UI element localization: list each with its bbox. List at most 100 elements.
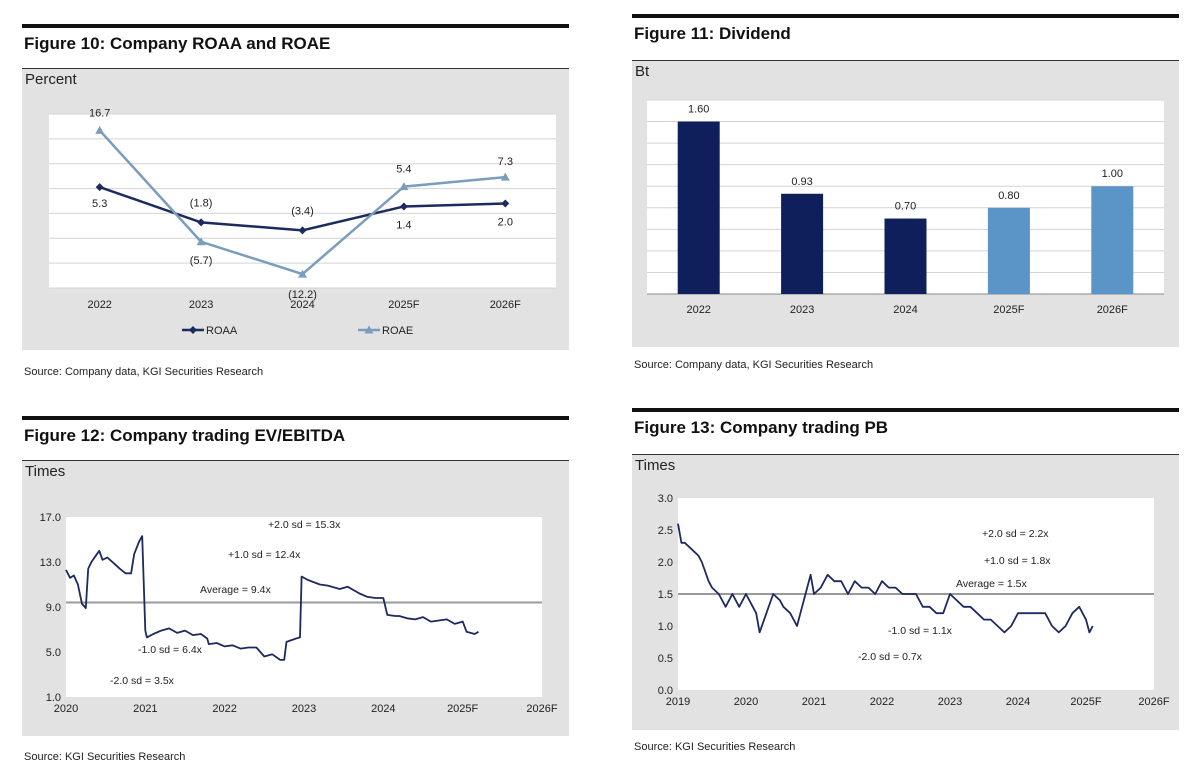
legend-marker (364, 325, 374, 334)
data-label: (5.7) (190, 255, 213, 267)
x-tick-label: 2025F (1070, 696, 1101, 708)
figure-13-chart-area: Times 3.0 2.5 2.0 1.5 1.0 0.5 0.0 2019 2020 2021 2… (632, 454, 1179, 730)
bar-value-label: 1.60 (688, 104, 709, 116)
figure-11-rule (632, 60, 1179, 61)
figure-12-rule (22, 460, 569, 461)
bar-value-label: 0.93 (791, 176, 812, 188)
x-tick-label: 2025F (993, 304, 1024, 316)
legend-label: ROAE (382, 325, 413, 337)
y-tick-label: 3.0 (658, 493, 673, 505)
x-tick-label: 2024 (1006, 696, 1030, 708)
legend-label: ROAA (206, 325, 238, 337)
y-tick-label: 0.0 (658, 685, 673, 697)
figure-13-top-rule (632, 408, 1179, 412)
sd-annotation: Average = 1.5x (956, 578, 1027, 590)
sd-annotation: -2.0 sd = 0.7x (858, 651, 923, 663)
data-point (298, 269, 307, 278)
x-tick-label: 2026F (1097, 304, 1128, 316)
sd-annotation: -1.0 sd = 6.4x (138, 644, 203, 656)
x-tick-label: 2019 (666, 696, 690, 708)
x-tick-label: 2024 (290, 299, 314, 311)
y-tick-label: 5.0 (46, 647, 61, 659)
legend-marker (189, 326, 197, 334)
y-tick-label: 13.0 (40, 557, 61, 569)
figure-11-unit-label: Bt (635, 63, 650, 80)
x-tick-label: 2023 (292, 703, 316, 715)
data-label: (3.4) (291, 205, 314, 217)
sd-annotation: +2.0 sd = 2.2x (982, 528, 1049, 540)
x-tick-label: 2024 (893, 304, 917, 316)
figure-10-unit-label: Percent (25, 71, 77, 88)
figure-11-source: Source: Company data, KGI Securities Res… (634, 359, 874, 371)
y-tick-label: 1.0 (46, 692, 61, 704)
bar (1091, 186, 1134, 294)
figure-11-chart-area: Bt 1.60 2022 0.93 2023 0.70 2024 0.80 2025F 1.00… (632, 60, 1179, 347)
figure-13-source: Source: KGI Securities Research (634, 741, 796, 753)
data-label: 5.3 (92, 198, 107, 210)
x-tick-label: 2025F (447, 703, 478, 715)
figure-13-title: Figure 13: Company trading PB (634, 418, 889, 437)
bar-value-label: 1.00 (1102, 168, 1123, 180)
x-tick-label: 2022 (686, 304, 710, 316)
data-label: (1.8) (190, 197, 213, 209)
data-point (399, 182, 409, 191)
y-tick-label: 2.0 (658, 557, 673, 569)
data-label: 1.4 (396, 219, 411, 231)
figure-12-panel: Figure 12: Company trading EV/EBITDA Tim… (22, 416, 569, 776)
sd-annotation: -1.0 sd = 1.1x (888, 625, 953, 637)
y-tick-label: 17.0 (40, 512, 61, 524)
x-tick-label: 2023 (189, 299, 213, 311)
x-tick-label: 2022 (212, 703, 236, 715)
figure-10-top-rule (22, 24, 569, 28)
data-label: 2.0 (498, 216, 513, 228)
x-tick-label: 2021 (133, 703, 157, 715)
x-tick-label: 2022 (87, 299, 111, 311)
y-tick-label: 9.0 (46, 602, 61, 614)
data-point (399, 202, 408, 211)
x-tick-label: 2026F (526, 703, 557, 715)
figure-10-source: Source: Company data, KGI Securities Res… (24, 366, 264, 378)
bar (987, 207, 1030, 294)
sd-annotation: -2.0 sd = 3.5x (110, 675, 175, 687)
x-tick-label: 2020 (734, 696, 758, 708)
figure-12-source: Source: KGI Securities Research (24, 751, 186, 763)
data-point (298, 226, 307, 235)
y-tick-label: 2.5 (658, 525, 673, 537)
series-line (65, 535, 479, 661)
figure-10-chart-area: Percent 2022 2023 2024 2025F 2026F 5.3 (1.8) (3… (22, 68, 569, 350)
figure-12-unit-label: Times (25, 463, 66, 480)
x-tick-label: 2026F (490, 299, 521, 311)
figure-10-svg: 2022 2023 2024 2025F 2026F 5.3 (1.8) (3.4) 1.4 2.… (49, 107, 556, 337)
figure-11-title: Figure 11: Dividend (634, 24, 791, 43)
x-tick-label: 2024 (371, 703, 395, 715)
x-tick-label: 2023 (938, 696, 962, 708)
x-tick-label: 2020 (54, 703, 78, 715)
figure-10-panel: Figure 10: Company ROAA and ROAE Percent… (22, 24, 569, 394)
sd-annotation: +1.0 sd = 1.8x (984, 555, 1051, 567)
y-tick-label: 1.5 (658, 589, 673, 601)
y-tick-label: 1.0 (658, 621, 673, 633)
data-point (197, 218, 206, 227)
y-tick-label: 0.5 (658, 653, 673, 665)
figure-11-top-rule (632, 14, 1179, 18)
data-label: 16.7 (89, 107, 110, 119)
sd-annotation: Average = 9.4x (200, 584, 271, 596)
bar-value-label: 0.80 (998, 190, 1019, 202)
x-tick-label: 2025F (388, 299, 419, 311)
x-tick-label: 2021 (802, 696, 826, 708)
x-tick-label: 2022 (870, 696, 894, 708)
figure-11-svg: 1.60 2022 0.93 2023 0.70 2024 0.80 2025F 1.00 202… (647, 99, 1164, 316)
series-line (677, 523, 1094, 634)
bar (677, 121, 720, 294)
figure-12-chart-area: Times 17.0 13.0 9.0 5.0 1.0 2020 2021 2022 2023 2… (22, 460, 569, 736)
x-tick-label: 2026F (1138, 696, 1169, 708)
figure-12-top-rule (22, 416, 569, 420)
sd-annotation: +2.0 sd = 15.3x (268, 519, 341, 531)
sd-annotation: +1.0 sd = 12.4x (228, 549, 301, 561)
data-label: 7.3 (498, 156, 513, 168)
figure-10-title: Figure 10: Company ROAA and ROAE (24, 34, 331, 53)
data-point (196, 237, 206, 246)
figure-13-rule (632, 454, 1179, 455)
data-label: (12.2) (288, 289, 317, 301)
